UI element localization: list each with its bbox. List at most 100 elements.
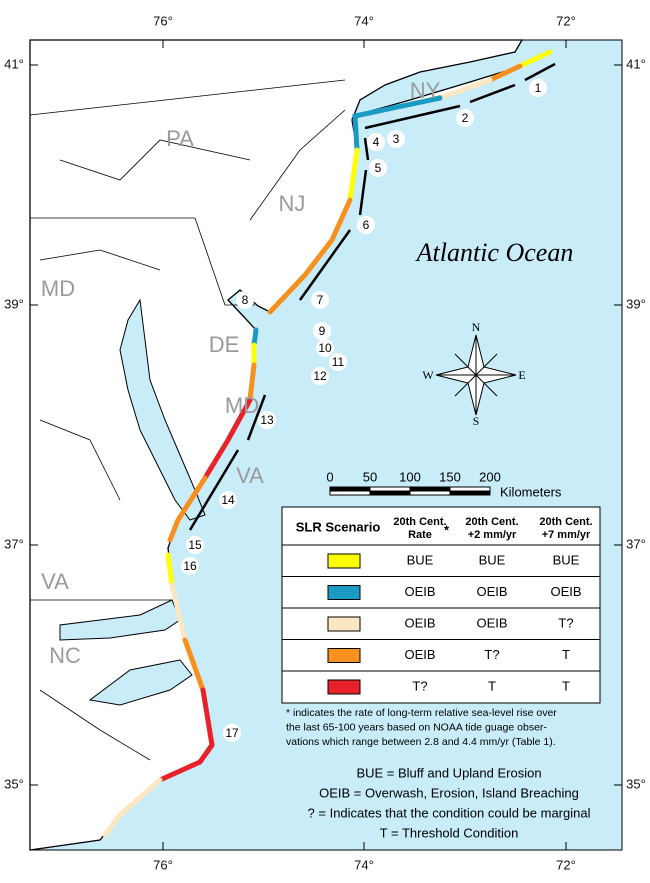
coast-segment [169, 582, 188, 643]
segment-number: 3 [393, 132, 400, 146]
segment-marker [219, 491, 237, 509]
scale-block [329, 486, 371, 492]
legend-cell: T [562, 647, 570, 662]
lon-label: 76° [153, 13, 173, 28]
segment-marker [456, 109, 474, 127]
legend-cell: OEIB [476, 584, 507, 599]
segment-number: 14 [221, 493, 235, 507]
state-label: PA [166, 126, 194, 151]
state-label: DE [209, 332, 240, 357]
scale-unit: Kilometers [500, 484, 562, 499]
coast-segment [347, 147, 360, 203]
segment-marker [258, 411, 276, 429]
legend-header: +7 mm/yr [542, 529, 591, 541]
legend-cell: OEIB [404, 615, 435, 630]
segment-number: 7 [317, 293, 324, 307]
lat-label: 41° [4, 56, 24, 71]
coast-segments [102, 49, 553, 838]
legend-header: 20th Cent. [393, 516, 446, 528]
coast-segment [437, 77, 493, 101]
legend-cell: T? [558, 615, 573, 630]
lat-label: 39° [626, 296, 646, 311]
segment-number: 11 [332, 355, 345, 369]
scale-block [369, 490, 411, 496]
lon-label: 72° [556, 13, 576, 28]
segment-number: 4 [373, 135, 380, 149]
legend-cell: BUE [553, 552, 580, 567]
lat-label: 35° [626, 776, 646, 791]
legend-cell: T? [412, 678, 427, 693]
scale-block [449, 490, 491, 496]
segment-number: 2 [462, 111, 469, 125]
coast-segment [251, 327, 259, 348]
state-label: NJ [279, 191, 306, 216]
lat-label: 37° [626, 536, 646, 551]
footnote: the last 65-100 years based on NOAA tide… [286, 721, 547, 733]
segment-number: 17 [225, 726, 239, 740]
bracket [188, 62, 556, 531]
coast-segment [165, 552, 175, 588]
borders [29, 79, 346, 761]
lat-label: 39° [4, 296, 24, 311]
state-label: NC [49, 643, 81, 668]
segment-marker [311, 291, 329, 309]
segment-number: 12 [313, 369, 327, 383]
compass-rose [435, 334, 517, 416]
segment-marker [223, 724, 241, 742]
scale-block [409, 486, 451, 492]
scale-label: 150 [439, 469, 461, 484]
coast-segment [247, 362, 257, 403]
segment-marker [313, 322, 331, 340]
compass-lines [436, 335, 516, 415]
lat-label: 35° [4, 776, 24, 791]
footnote: * indicates the rate of long-term relati… [286, 707, 557, 719]
scale-label: 100 [399, 469, 421, 484]
definition: OEIB = Overwash, Erosion, Island Breachi… [319, 785, 579, 800]
legend-header: 20th Cent. [539, 516, 592, 528]
legend-header: 20th Cent. [465, 516, 518, 528]
segment-marker [529, 79, 547, 97]
segment-number: 15 [188, 538, 202, 552]
legend-cell: OEIB [404, 647, 435, 662]
compass-label: N [472, 320, 481, 334]
segment-number: 13 [260, 413, 274, 427]
segment-number: 6 [363, 218, 370, 232]
legend-cell: T [488, 678, 496, 693]
albemarle-sound [59, 599, 181, 641]
legend-cell: OEIB [476, 615, 507, 630]
lon-label: 74° [354, 857, 374, 872]
segment-number: 10 [318, 341, 332, 355]
legend-header: SLR Scenario [296, 519, 381, 534]
chesapeake-bay [119, 298, 206, 521]
segment-marker [186, 536, 204, 554]
legend-cell: BUE [479, 552, 506, 567]
segment-marker [369, 159, 387, 177]
segment-marker [387, 130, 405, 148]
legend-cell: OEIB [550, 584, 581, 599]
lat-label: 41° [626, 56, 646, 71]
legend-swatch [327, 585, 361, 600]
compass-label: W [422, 368, 434, 382]
segment-marker [316, 339, 334, 357]
scale-label: 50 [363, 469, 377, 484]
definition: ? = Indicates that the condition could b… [308, 805, 591, 820]
legend-swatch [327, 553, 361, 569]
coast-segment [182, 637, 206, 693]
border [249, 109, 346, 221]
bays [59, 298, 206, 706]
segment-number: 9 [319, 324, 326, 338]
segment-marker [367, 133, 385, 151]
legend-cell: BUE [407, 552, 434, 567]
coast-segment [200, 687, 215, 748]
state-label: MD [41, 276, 75, 301]
lon-label: 72° [556, 857, 576, 872]
compass-label: S [473, 414, 480, 428]
coast-segment [157, 742, 215, 783]
segment-marker [357, 216, 375, 234]
scale-bar [329, 486, 491, 496]
legend-swatch [327, 616, 361, 632]
lon-label: 76° [153, 857, 173, 872]
coast-segment [352, 95, 443, 153]
